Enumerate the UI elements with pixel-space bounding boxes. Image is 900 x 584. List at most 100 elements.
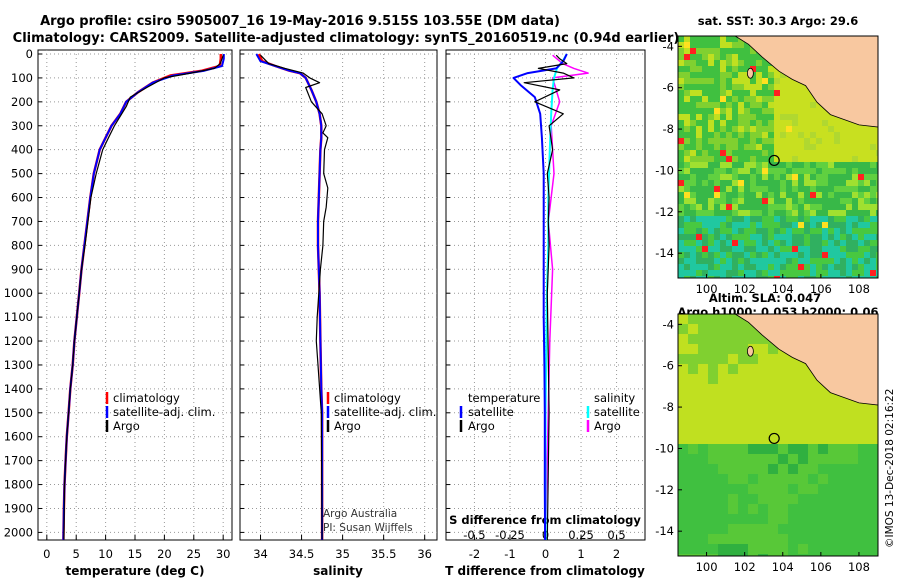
legend-label-satellite: satellite-adj. clim. [334,405,436,419]
map-cell [678,108,684,114]
map-cell [804,114,810,120]
map-cell [828,504,838,514]
map-cell [792,186,798,192]
map-cell [834,234,840,240]
map-cell [726,168,732,174]
map-cell [758,484,768,494]
map-cell [738,168,744,174]
map-y-tick-label: -12 [655,483,674,497]
map-cell [720,192,726,198]
map-cell [786,138,792,144]
map-cell [834,276,840,278]
map-cell [744,120,750,126]
map-cell [876,198,878,204]
sst-map [677,35,879,279]
map-cell [834,186,840,192]
map-cell [702,36,708,42]
map-cell [786,198,792,204]
map-cell [756,66,762,72]
map-cell [678,514,688,524]
map-cell [756,276,762,278]
map-cell [780,78,786,84]
map-cell [768,414,778,424]
map-cell [690,120,696,126]
map-cell [708,126,714,132]
map-cell [788,514,798,524]
map-cell [852,270,858,276]
map-cell [732,240,738,246]
map-cell [828,132,834,138]
map-cell [816,102,822,108]
map-cell [778,494,788,504]
map-cell [778,474,788,484]
map-cell [688,374,698,384]
depth-tick-label: 700 [11,214,33,228]
map-cell [738,162,744,168]
map-cell [788,554,798,556]
map-cell [864,210,870,216]
map-cell [834,180,840,186]
map-cell [768,504,778,514]
map-cell [698,554,708,556]
map-cell [822,156,828,162]
map-cell [720,186,726,192]
map-cell [738,192,744,198]
map-cell [798,90,804,96]
map-cell [816,150,822,156]
legend-label-argo: Argo [334,419,361,433]
map-cell [868,444,878,454]
map-cell [696,210,702,216]
map-cell [780,144,786,150]
map-cell [846,252,852,258]
map-cell [684,210,690,216]
map-cell [870,216,876,222]
map-cell [792,150,798,156]
map-cell [702,222,708,228]
map-cell [708,444,718,454]
map-cell [792,264,798,270]
map-cell [738,102,744,108]
depth-tick-label: 1700 [4,454,33,468]
map-cell [684,132,690,138]
map-cell [720,132,726,138]
map-cell [684,96,690,102]
map-cell [876,150,878,156]
map-cell [864,204,870,210]
map-cell [756,270,762,276]
map-cell [762,180,768,186]
map-cell [756,186,762,192]
map-cell [696,126,702,132]
map-cell [768,66,774,72]
map-cell [708,156,714,162]
map-cell [750,138,756,144]
map-cell [702,168,708,174]
map-cell [690,150,696,156]
map-cell [818,474,828,484]
map-cell [720,42,726,48]
map-cell [684,222,690,228]
series-line-climatology [62,54,223,540]
map-cell [768,168,774,174]
map-cell [852,276,858,278]
map-cell [728,514,738,524]
map-cell [768,474,778,484]
map-cell [828,464,838,474]
map-cell [678,314,688,324]
map-cell [698,544,708,554]
map-cell [828,228,834,234]
depth-tick-label: 1100 [4,310,33,324]
map-cell [728,414,738,424]
map-cell [696,144,702,150]
map-cell [780,72,786,78]
map-cell [756,120,762,126]
map-cell [870,240,876,246]
map-cell [714,264,720,270]
map-cell [750,180,756,186]
map-cell [870,276,876,278]
map-cell [774,102,780,108]
map-cell [828,180,834,186]
map-cell [720,108,726,114]
map-cell [870,228,876,234]
map-cell [792,246,798,252]
map-cell [698,434,708,444]
